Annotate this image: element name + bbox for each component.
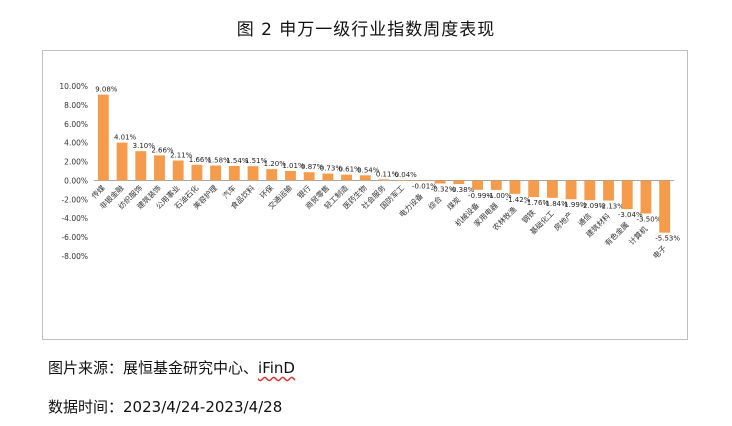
y-tick-label: 0.00% <box>64 176 88 185</box>
y-tick-label: 6.00% <box>64 120 88 129</box>
y-tick-label: 2.00% <box>64 158 88 167</box>
source-text: 展恒基金研究中心、 <box>123 359 259 377</box>
source-brand: iFinD <box>258 359 295 377</box>
data-label: 1.51% <box>245 157 268 165</box>
data-label: 3.10% <box>133 142 156 150</box>
category-label: 煤炭 <box>445 194 463 212</box>
bar <box>191 164 203 181</box>
y-tick-label: -6.00% <box>61 233 88 242</box>
data-label: -1.84% <box>543 200 568 208</box>
bar <box>659 180 671 233</box>
data-label: 0.04% <box>395 171 418 179</box>
bar <box>434 180 446 184</box>
data-label: -5.53% <box>655 235 680 243</box>
data-date: 数据时间：2023/4/24-2023/4/28 <box>48 396 282 417</box>
category-label: 有色金属 <box>602 219 630 247</box>
category-label: 综合 <box>426 193 444 211</box>
bar <box>490 180 502 190</box>
y-tick-label: -8.00% <box>61 252 88 261</box>
bar <box>154 155 165 181</box>
data-label: 4.01% <box>114 134 137 142</box>
data-label: -1.00% <box>487 192 512 200</box>
bar <box>621 180 633 210</box>
data-label: -0.01% <box>412 183 437 191</box>
category-label: 房地产 <box>552 210 575 233</box>
data-label: 2.11% <box>170 152 193 160</box>
bar <box>565 180 577 200</box>
bar <box>397 180 409 181</box>
category-label: 电子 <box>650 243 668 261</box>
bar <box>228 165 240 181</box>
bar <box>341 174 353 181</box>
data-label: 0.11% <box>376 170 399 178</box>
date-text: 2023/4/24-2023/4/28 <box>123 398 283 416</box>
data-label: 1.20% <box>264 160 287 168</box>
bar <box>359 175 371 181</box>
bar <box>303 172 315 181</box>
date-label: 数据时间： <box>48 398 124 416</box>
data-label: 1.58% <box>207 157 230 165</box>
data-label: -2.09% <box>580 202 605 210</box>
y-tick-label: -2.00% <box>61 195 88 204</box>
bar <box>603 180 614 201</box>
bar <box>135 151 147 181</box>
data-label: 1.01% <box>282 162 305 170</box>
bar <box>546 180 558 198</box>
y-tick-label: 4.00% <box>64 139 88 148</box>
bar <box>210 165 222 181</box>
bar <box>453 180 465 185</box>
chart-frame <box>42 50 688 340</box>
data-label: 0.73% <box>320 165 343 173</box>
bar <box>172 160 184 181</box>
bar <box>584 180 596 201</box>
data-label: 2.66% <box>151 146 174 154</box>
data-label: -3.04% <box>618 211 643 219</box>
data-label: -2.13% <box>599 203 624 211</box>
bar <box>97 94 109 181</box>
y-tick-label: 10.00% <box>59 82 88 91</box>
data-label: -1.42% <box>506 196 531 204</box>
source-label: 图片来源： <box>48 359 124 377</box>
bar <box>640 180 652 214</box>
data-label: -0.99% <box>468 192 493 200</box>
bar <box>247 166 259 181</box>
data-label: -1.76% <box>524 199 549 207</box>
data-label: 9.08% <box>95 86 118 94</box>
bar <box>415 180 427 182</box>
figure-title: 图 2 申万一级行业指数周度表现 <box>236 20 496 40</box>
data-label: 1.54% <box>226 157 249 165</box>
data-label: -3.50% <box>637 216 662 224</box>
data-label: -0.32% <box>431 185 456 193</box>
figure-source: 图片来源：展恒基金研究中心、iFinD <box>48 357 295 378</box>
bar <box>322 173 334 181</box>
data-label: -1.99% <box>562 201 587 209</box>
bar <box>116 142 128 181</box>
bar <box>528 180 540 198</box>
bar <box>509 180 521 194</box>
bar-chart: 10.00% 8.00% 6.00% 4.00% 2.00% 0.00% -2.00% -4.… <box>59 82 680 261</box>
data-label: 0.54% <box>357 166 380 174</box>
data-label: 0.87% <box>301 163 324 171</box>
data-label: 1.66% <box>189 156 212 164</box>
bar <box>266 169 278 181</box>
y-tick-label: -4.00% <box>61 214 88 223</box>
data-label: -0.38% <box>449 186 474 194</box>
bar <box>378 179 390 181</box>
bar <box>285 170 296 181</box>
data-label: 0.61% <box>338 166 361 174</box>
bar <box>472 180 483 190</box>
y-tick-label: 8.00% <box>64 101 88 110</box>
